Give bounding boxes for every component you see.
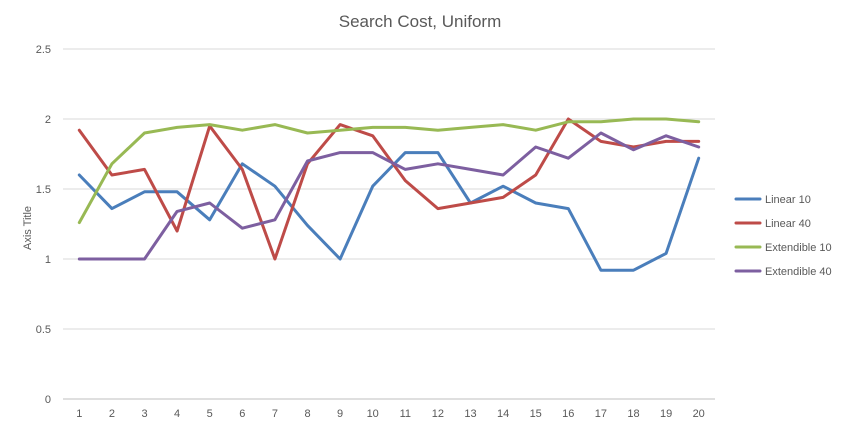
x-tick-label: 17: [595, 408, 607, 420]
x-tick-label: 20: [693, 408, 705, 420]
legend-label: Linear 10: [765, 194, 811, 206]
x-tick-label: 6: [239, 408, 245, 420]
x-tick-labels: 1 2 3 4 5 6 7 8 9 10 11 12 13 14 15 16 17 18 19 20: [76, 408, 705, 420]
y-tick-label: 1.5: [36, 184, 51, 196]
legend: Linear 10 Linear 40 Extendible 10 Extendibl…: [734, 194, 832, 278]
gridlines: [63, 48, 715, 400]
x-tick-label: 11: [400, 408, 411, 420]
x-tick-label: 3: [141, 408, 147, 420]
x-tick-label: 15: [530, 408, 542, 420]
legend-label: Extendible 10: [765, 242, 832, 254]
y-tick-label: 0.5: [36, 324, 51, 336]
y-tick-labels: 0 0.5 1 1.5 2 2.5: [36, 44, 51, 406]
x-tick-label: 16: [562, 408, 574, 420]
x-tick-label: 14: [497, 408, 509, 420]
legend-item-extendible-10: Extendible 10: [734, 242, 832, 254]
y-tick-label: 2.5: [36, 44, 51, 56]
x-tick-label: 5: [207, 408, 213, 420]
y-tick-label: 1: [45, 254, 51, 266]
legend-label: Extendible 40: [765, 266, 832, 278]
series-line-extendible-10: [77, 117, 701, 225]
x-tick-label: 10: [367, 408, 379, 420]
x-tick-label: 18: [627, 408, 639, 420]
x-tick-label: 2: [109, 408, 115, 420]
y-tick-label: 2: [45, 114, 51, 126]
x-tick-label: 1: [76, 408, 82, 420]
chart-title: Search Cost, Uniform: [339, 12, 502, 31]
legend-item-linear-10: Linear 10: [734, 194, 811, 206]
series-line-extendible-40: [77, 131, 701, 261]
x-tick-label: 19: [660, 408, 672, 420]
x-tick-label: 8: [304, 408, 310, 420]
x-tick-label: 9: [337, 408, 343, 420]
x-tick-label: 13: [464, 408, 476, 420]
x-tick-label: 4: [174, 408, 180, 420]
x-tick-label: 7: [272, 408, 278, 420]
x-tick-label: 12: [432, 408, 444, 420]
legend-label: Linear 40: [765, 218, 811, 230]
series-line-linear-10: [77, 151, 701, 272]
y-axis-title: Axis Title: [22, 206, 34, 250]
legend-item-extendible-40: Extendible 40: [734, 266, 832, 278]
series-lines: [77, 117, 701, 272]
y-tick-label: 0: [45, 394, 51, 406]
legend-item-linear-40: Linear 40: [734, 218, 811, 230]
